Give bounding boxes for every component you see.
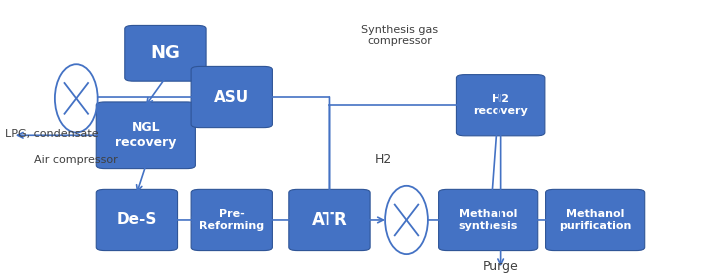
FancyBboxPatch shape xyxy=(191,67,272,128)
FancyBboxPatch shape xyxy=(96,102,195,169)
Text: Air compressor: Air compressor xyxy=(34,155,118,165)
FancyBboxPatch shape xyxy=(96,189,178,251)
Text: H2: H2 xyxy=(374,153,392,166)
FancyBboxPatch shape xyxy=(456,75,545,136)
Text: LPG, condensate: LPG, condensate xyxy=(5,129,99,139)
FancyBboxPatch shape xyxy=(191,189,272,251)
FancyBboxPatch shape xyxy=(546,189,644,251)
Text: De-S: De-S xyxy=(117,213,157,227)
Text: Synthesis gas
compressor: Synthesis gas compressor xyxy=(361,25,438,46)
Text: NGL
recovery: NGL recovery xyxy=(115,121,177,149)
Text: ASU: ASU xyxy=(214,89,249,105)
FancyBboxPatch shape xyxy=(125,25,206,81)
Text: Purge: Purge xyxy=(483,260,518,273)
FancyBboxPatch shape xyxy=(439,189,538,251)
Text: Pre-
Reforming: Pre- Reforming xyxy=(199,209,264,231)
Text: ATR: ATR xyxy=(311,211,347,229)
Text: Methanol
synthesis: Methanol synthesis xyxy=(458,209,518,231)
FancyBboxPatch shape xyxy=(289,189,370,251)
Text: H2
recovery: H2 recovery xyxy=(473,94,528,116)
Text: Methanol
purification: Methanol purification xyxy=(559,209,632,231)
Text: NG: NG xyxy=(150,44,180,62)
